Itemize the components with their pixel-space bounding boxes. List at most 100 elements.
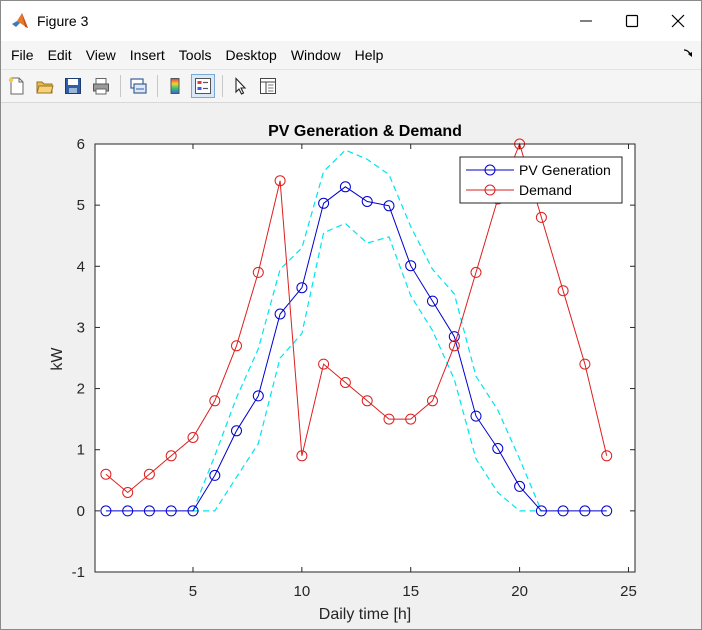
demand-data-point — [252, 266, 264, 278]
demand-data-point — [427, 395, 438, 407]
close-button[interactable] — [655, 1, 701, 41]
legend-button[interactable] — [191, 74, 215, 98]
pv-data-point — [252, 390, 264, 402]
menu-insert[interactable]: Insert — [129, 47, 165, 63]
legend[interactable]: PV Generation Demand — [459, 156, 623, 204]
save-button[interactable] — [61, 74, 85, 98]
property-inspector-button[interactable] — [256, 74, 280, 98]
new-figure-button[interactable] — [5, 74, 29, 98]
demand-data-point — [187, 432, 199, 443]
y-axis-label: kW — [49, 347, 66, 371]
x-axis-label: Daily time [h] — [319, 606, 411, 623]
colorbar-button[interactable] — [163, 74, 187, 98]
demand-data-point — [557, 285, 569, 297]
confidence-band-upper — [192, 149, 542, 512]
demand-data-point — [601, 450, 613, 462]
toolbar-separator — [120, 75, 121, 97]
pv-data-point — [492, 443, 504, 454]
pv-data-point — [122, 505, 134, 517]
new-figure-icon — [8, 77, 24, 95]
open-file-icon — [36, 81, 54, 94]
pv-data-point — [535, 505, 547, 517]
pv-data-point — [339, 181, 351, 193]
demand-data-point — [122, 487, 134, 498]
print-icon — [93, 78, 109, 95]
pv-data-point — [361, 196, 373, 207]
chart: 5 10 15 20 25 -1 0 1 2 3 4 5 6 PV Generation & Deman… — [49, 123, 637, 623]
axes-box — [94, 143, 636, 573]
pv-data-point — [448, 331, 460, 343]
pv-data-point — [187, 505, 199, 517]
x-tick-label: 15 — [402, 583, 419, 600]
link-plot-icon — [130, 78, 147, 94]
dock-figure-icon[interactable] — [683, 48, 693, 58]
pv-data-point — [383, 200, 395, 212]
menu-file[interactable]: File — [11, 47, 34, 63]
demand-data-point — [470, 266, 482, 278]
legend-label-demand: Demand — [519, 182, 572, 198]
menu-desktop[interactable]: Desktop — [225, 47, 277, 63]
window-title: Figure 3 — [37, 13, 89, 29]
property-inspector-icon — [260, 78, 276, 94]
pv-data-point — [557, 505, 569, 517]
menu-edit[interactable]: Edit — [47, 47, 72, 63]
toolbar-separator — [157, 75, 158, 97]
pv-data-point — [165, 505, 177, 517]
legend-marker-demand — [484, 184, 496, 196]
maximize-button[interactable] — [609, 1, 655, 41]
y-tick-label: 2 — [77, 381, 85, 398]
confidence-band-lower — [193, 222, 542, 512]
pv-data-point — [405, 260, 417, 272]
demand-data-point — [405, 413, 417, 425]
demand-data-point — [383, 413, 395, 425]
axes-background — [95, 144, 635, 572]
x-tick-label: 20 — [511, 583, 528, 600]
menu-tools[interactable]: Tools — [178, 47, 212, 63]
pv-data-point — [427, 295, 438, 307]
pv-data-point — [514, 480, 526, 492]
legend-marker-pv — [484, 164, 496, 176]
y-tick-label: 5 — [77, 197, 85, 214]
demand-data-point — [339, 377, 351, 388]
pv-data-point — [318, 197, 330, 209]
x-tick-label: 10 — [294, 583, 311, 600]
x-tick-label: 5 — [189, 583, 197, 600]
menu-window[interactable]: Window — [290, 47, 341, 63]
pv-data-point — [296, 282, 308, 294]
menu-help[interactable]: Help — [354, 47, 384, 63]
demand-data-point — [448, 340, 460, 352]
maximize-icon — [625, 14, 639, 28]
pointer-button[interactable] — [228, 74, 252, 98]
pv-data-point — [209, 469, 221, 481]
demand-data-point — [143, 468, 155, 480]
figure-toolbar — [1, 70, 701, 103]
demand-data-point — [361, 395, 373, 407]
colorbar-icon — [170, 78, 180, 94]
demand-data-point — [274, 175, 286, 187]
pointer-icon — [235, 77, 247, 95]
y-tick-label: 3 — [77, 319, 85, 336]
window-controls — [563, 1, 701, 41]
print-button[interactable] — [89, 74, 113, 98]
pv-data-point — [601, 505, 613, 517]
link-plot-button[interactable] — [126, 74, 150, 98]
demand-data-point — [231, 340, 242, 352]
open-file-button[interactable] — [33, 74, 57, 98]
demand-data-point — [100, 468, 112, 480]
demand-data-point — [535, 211, 547, 223]
y-tick-label: 0 — [77, 503, 85, 520]
pv-data-point — [579, 505, 591, 517]
y-tick-label: 6 — [77, 136, 85, 153]
chart-title: PV Generation & Demand — [268, 123, 462, 140]
toolbar-separator — [222, 75, 223, 97]
minimize-icon — [580, 20, 592, 22]
legend-box — [459, 156, 623, 204]
menu-bar: File Edit View Insert Tools Desktop Wind… — [1, 41, 701, 70]
menu-view[interactable]: View — [85, 47, 116, 63]
pv-data-point — [231, 425, 242, 437]
matlab-logo-icon — [12, 13, 28, 28]
title-bar[interactable]: Figure 3 — [1, 1, 701, 41]
pv-data-point — [143, 505, 155, 517]
demand-data-point — [165, 450, 177, 462]
minimize-button[interactable] — [563, 1, 609, 41]
